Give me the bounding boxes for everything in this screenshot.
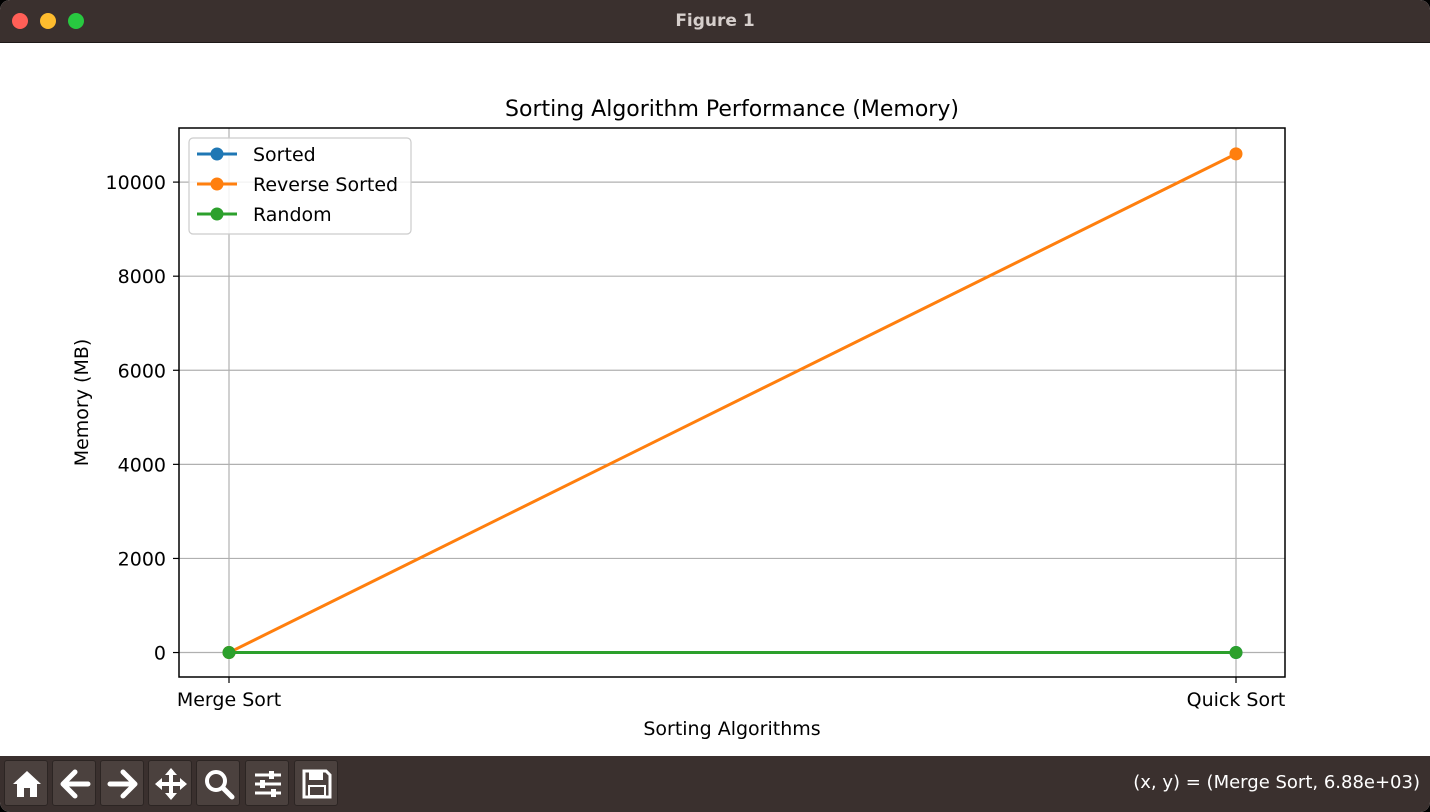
window-title: Figure 1: [675, 11, 755, 31]
legend-marker: [210, 177, 224, 191]
close-button[interactable]: [12, 13, 28, 29]
y-tick-label: 10000: [106, 172, 166, 194]
y-tick-label: 0: [154, 643, 166, 665]
y-tick-label: 4000: [118, 454, 166, 476]
back-arrow-icon: [60, 769, 91, 799]
plot-frame: [178, 127, 1286, 678]
forward-button[interactable]: [100, 760, 144, 806]
x-tick-label: Merge Sort: [177, 689, 281, 711]
zoom-button[interactable]: [196, 760, 240, 806]
maximize-button[interactable]: [68, 13, 84, 29]
zoom-icon: [205, 770, 235, 800]
chart-title: Sorting Algorithm Performance (Memory): [505, 97, 959, 122]
y-tick-label: 2000: [118, 548, 166, 570]
y-tick-label: 6000: [118, 360, 166, 382]
legend-label: Random: [253, 204, 332, 226]
navigation-toolbar: (x, y) = (Merge Sort, 6.88e+03): [0, 756, 1430, 812]
save-icon: [302, 769, 332, 799]
x-axis-label: Sorting Algorithms: [643, 718, 820, 740]
legend: [188, 137, 412, 235]
data-point: [1229, 646, 1243, 660]
legend-label: Reverse Sorted: [253, 174, 398, 196]
pan-icon: [155, 768, 187, 800]
minimize-button[interactable]: [40, 13, 56, 29]
pan-button[interactable]: [148, 760, 192, 806]
series-line: [228, 152, 1237, 654]
configure-subplots-button[interactable]: [245, 760, 289, 806]
save-button[interactable]: [294, 760, 338, 806]
configure-subplots-icon: [255, 771, 281, 797]
cursor-coordinates: (x, y) = (Merge Sort, 6.88e+03): [1133, 772, 1420, 793]
figure-canvas[interactable]: Sorting Algorithm Performance (Memory) 0 2…: [0, 43, 1430, 756]
back-button[interactable]: [52, 760, 96, 806]
data-point: [1229, 147, 1243, 161]
y-tick-label: 8000: [118, 266, 166, 288]
home-icon: [13, 771, 41, 797]
forward-arrow-icon: [107, 769, 138, 799]
title-bar: Figure 1: [0, 0, 1430, 43]
home-button[interactable]: [4, 760, 48, 806]
y-axis-label: Memory (MB): [71, 339, 93, 467]
data-point: [222, 646, 236, 660]
legend-label: Sorted: [253, 144, 316, 166]
x-tick-label: Quick Sort: [1187, 689, 1286, 711]
chart[interactable]: Sorting Algorithm Performance (Memory) 0 2…: [0, 43, 1430, 756]
legend-marker: [210, 147, 224, 161]
legend-marker: [210, 207, 224, 221]
